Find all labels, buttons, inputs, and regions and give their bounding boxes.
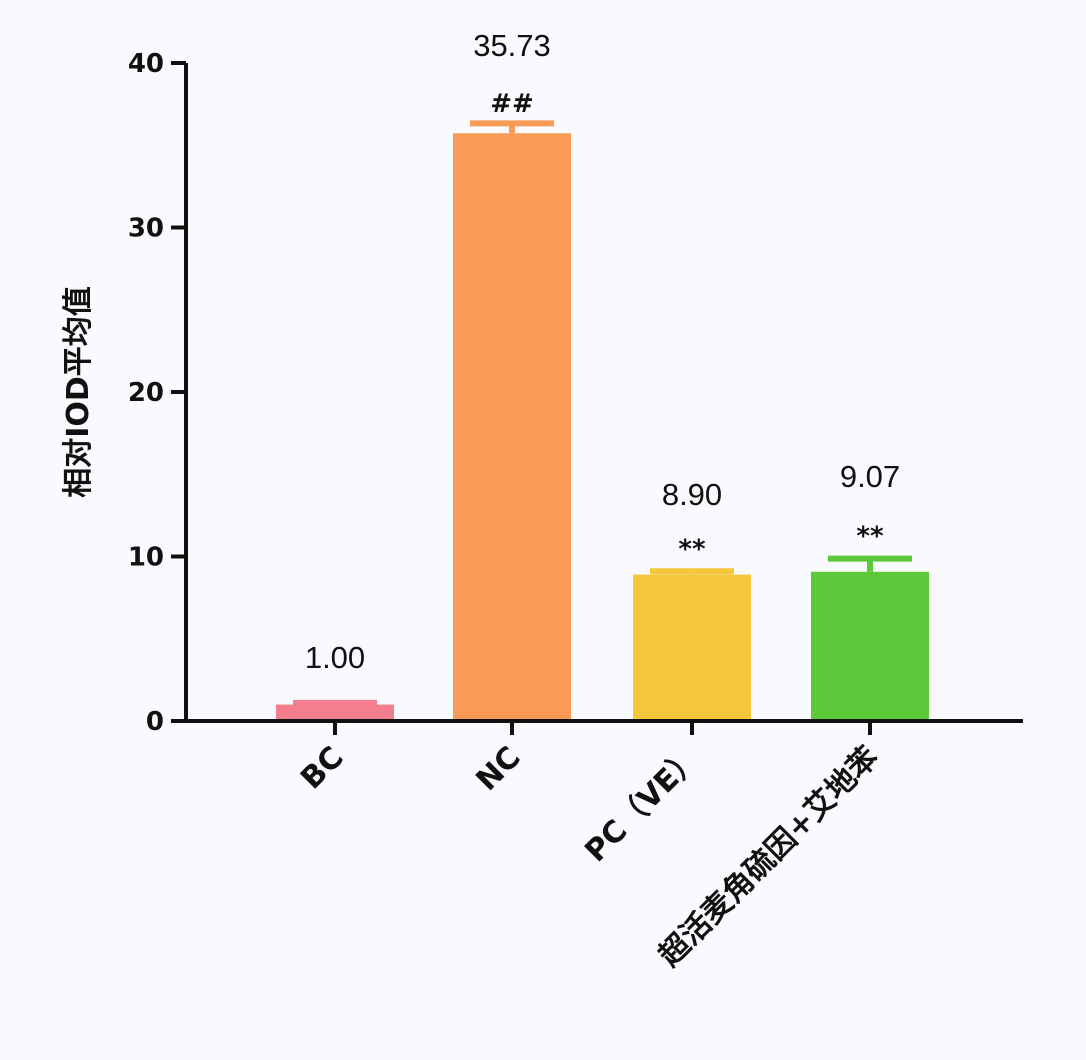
bar <box>811 571 929 721</box>
bar <box>453 133 571 721</box>
value-label: 9.07 <box>840 459 900 494</box>
y-tick-label: 0 <box>146 707 164 737</box>
x-tick-label: BC <box>294 740 350 796</box>
significance-marker: ## <box>490 89 534 119</box>
y-axis-label: 相对IOD平均值 <box>61 286 96 498</box>
value-label: 35.73 <box>473 28 551 63</box>
significance-marker: ** <box>856 522 884 552</box>
y-tick-label: 20 <box>128 378 164 408</box>
y-axis: 0 10 20 30 40 <box>128 49 188 737</box>
value-label: 1.00 <box>305 640 365 675</box>
bars: 1.00 ## 35.73 ** 8.90 ** 9.07 <box>276 28 929 721</box>
y-tick-label: 10 <box>128 543 164 573</box>
bar-group: ** 8.90 <box>633 477 751 721</box>
x-tick-label: NC <box>470 740 528 798</box>
bar <box>633 574 751 721</box>
y-tick-label: 40 <box>128 49 164 79</box>
bar-group: ## 35.73 <box>453 28 571 721</box>
value-label: 8.90 <box>662 477 722 512</box>
x-axis: BC NC PC（VE）超活麦角硫因+艾地苯 <box>184 719 1023 973</box>
bar <box>276 704 394 721</box>
y-tick-label: 30 <box>128 214 164 244</box>
bar-group: ** 9.07 <box>811 459 929 721</box>
x-tick-label: PC（VE） <box>578 740 707 869</box>
significance-marker: ** <box>678 534 706 564</box>
bar-group: 1.00 <box>276 640 394 721</box>
